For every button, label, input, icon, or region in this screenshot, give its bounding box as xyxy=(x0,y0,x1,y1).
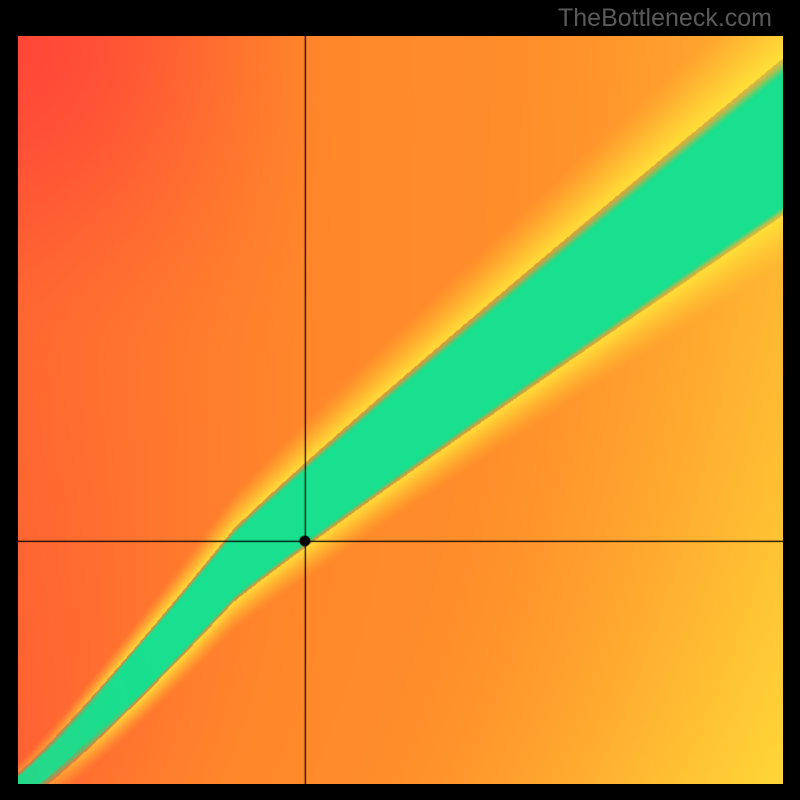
bottleneck-heatmap xyxy=(18,36,783,784)
watermark-text: TheBottleneck.com xyxy=(558,4,772,33)
